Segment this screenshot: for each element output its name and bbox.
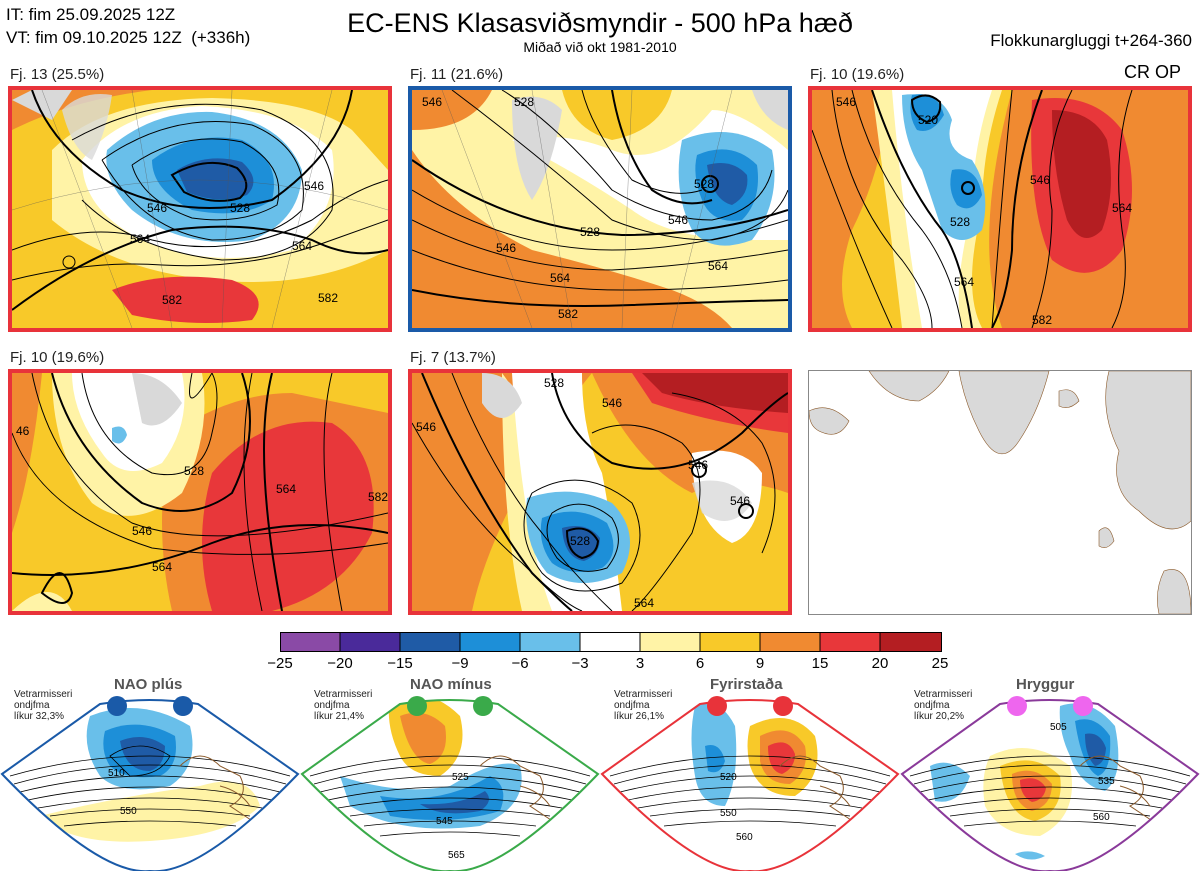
cluster-map-1: 546 564 528 546 564 582 582 (8, 86, 392, 332)
contour-label: 564 (550, 271, 570, 285)
contour-label: 546 (730, 494, 750, 508)
contour-label: 550 (720, 808, 737, 819)
contour-label: 546 (416, 420, 436, 434)
cluster-map-4: 46 528 546 564 564 582 (8, 369, 392, 615)
regime-probability-note: Vetrarmisseri ondjfma líkur 26,1% (614, 689, 673, 722)
cluster-map-3: 546 520 528 564 546 564 582 (808, 86, 1192, 332)
contour-label: 546 (668, 213, 688, 227)
contour-label: 528 (230, 201, 250, 215)
contour-label: 546 (602, 396, 622, 410)
contour-label: 520 (720, 772, 737, 783)
page-subtitle: Miðað við okt 1981-2010 (523, 39, 677, 55)
colorbar-tick: 25 (931, 655, 949, 672)
colorbar-tick: −3 (571, 655, 589, 672)
contour-label: 528 (694, 177, 714, 191)
contour-label: 528 (514, 95, 534, 109)
colorbar-tick: 20 (871, 655, 889, 672)
contour-label: 564 (634, 596, 654, 610)
contour-label: 582 (162, 293, 182, 307)
panel-4-label: Fj. 10 (19.6%) (10, 349, 105, 366)
contour-label: 546 (496, 241, 516, 255)
contour-label: 546 (422, 95, 442, 109)
panel-5-label: Fj. 7 (13.7%) (410, 349, 496, 366)
cluster-map-5: 528 546 546 546 546 528 564 (408, 369, 792, 615)
regime-title: Hryggur (1016, 676, 1075, 693)
contour-label: 545 (436, 816, 453, 827)
contour-label: 528 (570, 534, 590, 548)
valid-time: VT: fim 09.10.2025 12Z (+336h) (6, 28, 251, 47)
regime-nao-minus: NAO mínus Vetrarmisseri ondjfma líkur 21… (300, 676, 600, 871)
contour-label: 528 (950, 215, 970, 229)
contour-label: 535 (1098, 776, 1115, 787)
contour-label: 564 (130, 232, 150, 246)
contour-label: 546 (304, 179, 324, 193)
colorbar-tick: 9 (755, 655, 765, 672)
regime-title: Fyrirstaða (710, 676, 783, 693)
panel-3-label: Fj. 10 (19.6%) (810, 66, 905, 83)
colorbar-tick: −15 (387, 655, 413, 672)
contour-label: 565 (448, 850, 465, 861)
contour-label: 528 (544, 376, 564, 390)
contour-label: 546 (688, 458, 708, 472)
contour-label: 582 (368, 490, 388, 504)
contour-label: 560 (1093, 812, 1110, 823)
colorbar-tick: 3 (635, 655, 645, 672)
regime-tag: CR OP (1124, 62, 1182, 82)
contour-label: 550 (120, 806, 137, 817)
contour-label: 528 (184, 464, 204, 478)
contour-label: 546 (132, 524, 152, 538)
contour-label: 564 (292, 239, 312, 253)
regime-ridge: Hryggur Vetrarmisseri ondjfma líkur 20,2… (900, 676, 1200, 871)
contour-label: 505 (1050, 722, 1067, 733)
contour-label: 546 (836, 95, 856, 109)
contour-label: 564 (276, 482, 296, 496)
regime-blocking: Fyrirstaða Vetrarmisseri ondjfma líkur 2… (600, 676, 900, 871)
page-title: EC-ENS Klasasviðsmyndir - 500 hPa hæð (347, 8, 853, 38)
regime-nao-plus: NAO plús Vetrarmisseri ondjfma líkur 32,… (0, 676, 300, 871)
colorbar-tick: −25 (267, 655, 293, 672)
contour-label: 560 (736, 832, 753, 843)
contour-label: 564 (954, 275, 974, 289)
contour-label: 582 (1032, 313, 1052, 327)
colorbar-tick: −9 (451, 655, 469, 672)
regime-probability-note: Vetrarmisseri ondjfma líkur 32,3% (14, 689, 73, 722)
contour-label: 528 (580, 225, 600, 239)
regime-title: NAO plús (114, 676, 183, 693)
contour-label: 582 (318, 291, 338, 305)
colorbar (280, 632, 942, 652)
panel-1-label: Fj. 13 (25.5%) (10, 66, 105, 83)
contour-label: 546 (1030, 173, 1050, 187)
contour-label: 525 (452, 772, 469, 783)
colorbar-tick: −6 (511, 655, 529, 672)
contour-label: 510 (108, 768, 125, 779)
contour-label: 46 (16, 424, 30, 438)
colorbar-tick: 15 (811, 655, 829, 672)
contour-label: 564 (708, 259, 728, 273)
empty-map-panel (808, 370, 1192, 615)
regime-probability-note: Vetrarmisseri ondjfma líkur 21,4% (314, 689, 373, 722)
colorbar-tick: 6 (695, 655, 705, 672)
contour-label: 564 (152, 560, 172, 574)
regime-probability-note: Vetrarmisseri ondjfma líkur 20,2% (914, 689, 973, 722)
contour-label: 546 (147, 201, 167, 215)
contour-label: 520 (918, 113, 938, 127)
regime-title: NAO mínus (410, 676, 492, 693)
issue-time: IT: fim 25.09.2025 12Z (6, 5, 176, 24)
panel-2-label: Fj. 11 (21.6%) (410, 66, 504, 83)
contour-label: 582 (558, 307, 578, 321)
contour-label: 564 (1112, 201, 1132, 215)
cluster-map-2: 546 528 528 546 528 564 546 564 582 (408, 86, 792, 332)
classification-window: Flokkunargluggi t+264-360 (990, 31, 1192, 50)
colorbar-tick: −20 (327, 655, 353, 672)
